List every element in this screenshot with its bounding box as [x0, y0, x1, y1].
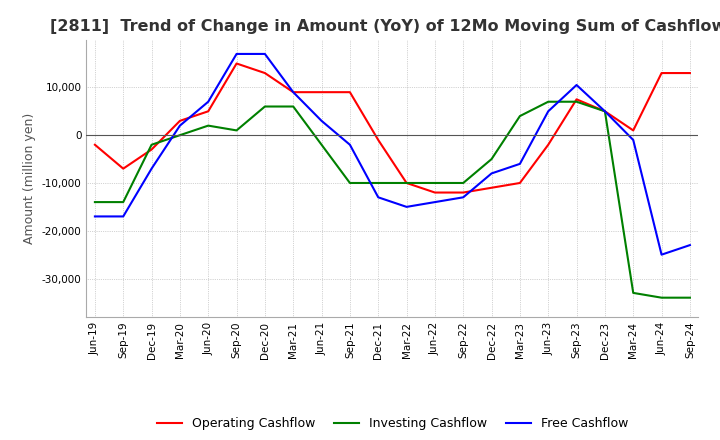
Free Cashflow: [572, 82, 581, 88]
Investing Cashflow: [600, 109, 609, 114]
Free Cashflow: [318, 118, 326, 124]
Investing Cashflow: [629, 290, 637, 296]
Free Cashflow: [487, 171, 496, 176]
Operating Cashflow: [657, 70, 666, 76]
Operating Cashflow: [233, 61, 241, 66]
Investing Cashflow: [516, 114, 524, 119]
Line: Operating Cashflow: Operating Cashflow: [95, 63, 690, 193]
Operating Cashflow: [176, 118, 184, 124]
Investing Cashflow: [431, 180, 439, 186]
Operating Cashflow: [91, 142, 99, 147]
Free Cashflow: [204, 99, 212, 104]
Free Cashflow: [148, 166, 156, 171]
Investing Cashflow: [374, 180, 382, 186]
Investing Cashflow: [91, 199, 99, 205]
Operating Cashflow: [402, 180, 411, 186]
Investing Cashflow: [289, 104, 297, 109]
Free Cashflow: [629, 137, 637, 143]
Investing Cashflow: [657, 295, 666, 301]
Free Cashflow: [516, 161, 524, 166]
Title: [2811]  Trend of Change in Amount (YoY) of 12Mo Moving Sum of Cashflows: [2811] Trend of Change in Amount (YoY) o…: [50, 19, 720, 34]
Free Cashflow: [176, 123, 184, 128]
Investing Cashflow: [119, 199, 127, 205]
Operating Cashflow: [600, 109, 609, 114]
Operating Cashflow: [544, 142, 552, 147]
Investing Cashflow: [544, 99, 552, 104]
Operating Cashflow: [459, 190, 467, 195]
Investing Cashflow: [318, 142, 326, 147]
Line: Free Cashflow: Free Cashflow: [95, 54, 690, 255]
Investing Cashflow: [346, 180, 354, 186]
Investing Cashflow: [459, 180, 467, 186]
Free Cashflow: [600, 109, 609, 114]
Operating Cashflow: [204, 109, 212, 114]
Free Cashflow: [289, 89, 297, 95]
Line: Investing Cashflow: Investing Cashflow: [95, 102, 690, 298]
Investing Cashflow: [233, 128, 241, 133]
Free Cashflow: [346, 142, 354, 147]
Operating Cashflow: [572, 97, 581, 102]
Free Cashflow: [459, 194, 467, 200]
Legend: Operating Cashflow, Investing Cashflow, Free Cashflow: Operating Cashflow, Investing Cashflow, …: [152, 412, 633, 435]
Investing Cashflow: [176, 132, 184, 138]
Investing Cashflow: [204, 123, 212, 128]
Free Cashflow: [119, 214, 127, 219]
Operating Cashflow: [119, 166, 127, 171]
Operating Cashflow: [148, 147, 156, 152]
Operating Cashflow: [374, 137, 382, 143]
Investing Cashflow: [261, 104, 269, 109]
Investing Cashflow: [487, 157, 496, 162]
Operating Cashflow: [346, 89, 354, 95]
Operating Cashflow: [629, 128, 637, 133]
Investing Cashflow: [402, 180, 411, 186]
Investing Cashflow: [572, 99, 581, 104]
Free Cashflow: [402, 204, 411, 209]
Free Cashflow: [657, 252, 666, 257]
Free Cashflow: [685, 242, 694, 248]
Free Cashflow: [544, 109, 552, 114]
Operating Cashflow: [685, 70, 694, 76]
Operating Cashflow: [487, 185, 496, 191]
Operating Cashflow: [261, 70, 269, 76]
Operating Cashflow: [431, 190, 439, 195]
Free Cashflow: [261, 51, 269, 57]
Free Cashflow: [374, 194, 382, 200]
Operating Cashflow: [318, 89, 326, 95]
Operating Cashflow: [516, 180, 524, 186]
Investing Cashflow: [685, 295, 694, 301]
Investing Cashflow: [148, 142, 156, 147]
Operating Cashflow: [289, 89, 297, 95]
Y-axis label: Amount (million yen): Amount (million yen): [23, 113, 36, 244]
Free Cashflow: [233, 51, 241, 57]
Free Cashflow: [431, 199, 439, 205]
Free Cashflow: [91, 214, 99, 219]
